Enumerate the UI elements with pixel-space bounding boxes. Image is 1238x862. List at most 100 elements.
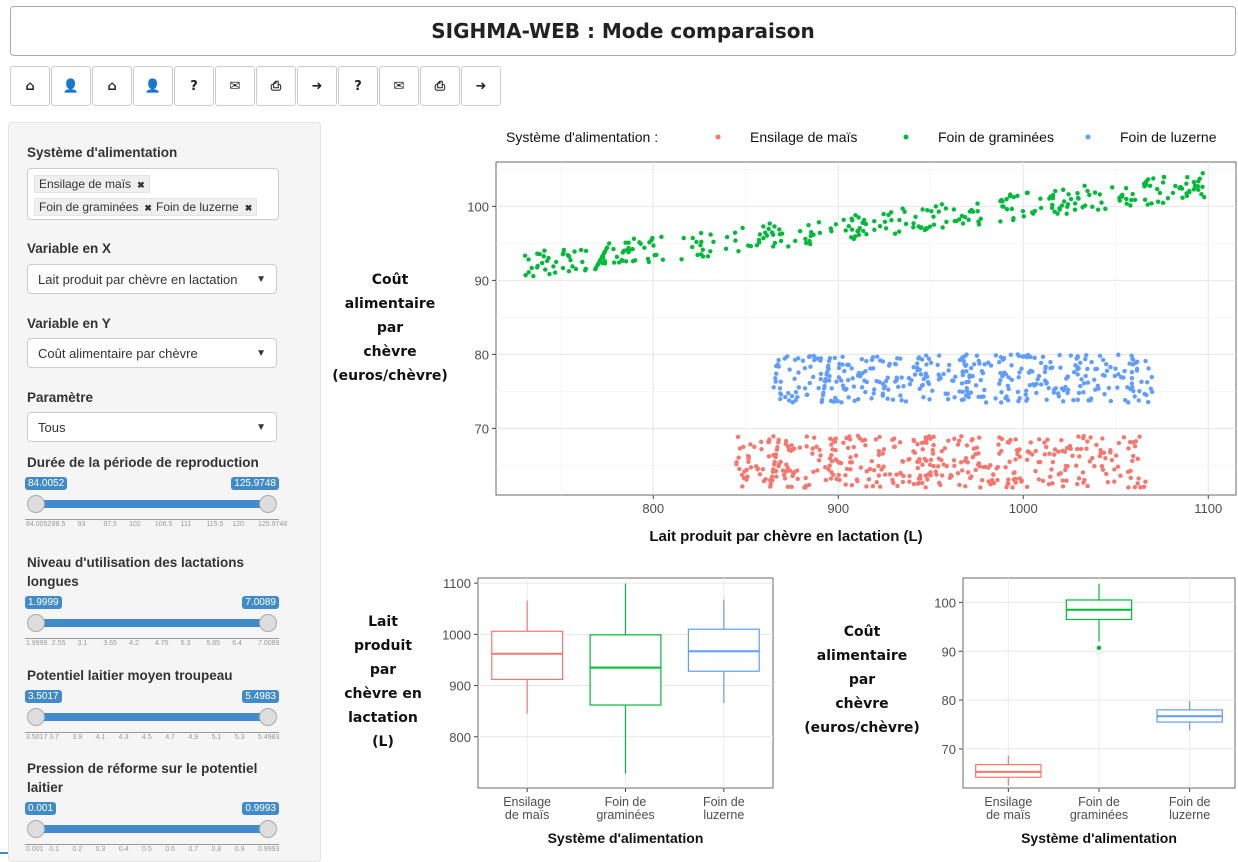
- data-point: [877, 434, 882, 440]
- systeme-multiselect[interactable]: Ensilage de maïs ✖ Foin de graminées ✖ Foi…: [27, 168, 279, 220]
- data-point: [1057, 206, 1062, 211]
- data-point: [1142, 197, 1148, 202]
- data-point: [882, 472, 888, 477]
- data-point: [606, 241, 612, 246]
- var-y-select[interactable]: Coût alimentaire par chèvre ▼: [27, 338, 277, 368]
- toolbar-button-help[interactable]: ?: [338, 66, 378, 106]
- range-slider[interactable]: 84.0052 125.9748 84.0052 88.5 93 97.5 102 106.5…: [25, 477, 287, 537]
- toolbar-button-home[interactable]: ⌂: [10, 66, 50, 106]
- data-point: [939, 202, 945, 207]
- data-point: [767, 221, 772, 226]
- data-point: [849, 366, 854, 371]
- data-point: [1084, 352, 1089, 358]
- remove-icon[interactable]: ✖: [137, 180, 145, 190]
- data-point: [523, 273, 528, 278]
- data-point: [1126, 400, 1131, 405]
- toolbar-button-envelope[interactable]: ✉: [379, 66, 419, 106]
- toolbar-button-user[interactable]: 👤: [133, 66, 173, 106]
- data-point: [911, 221, 916, 226]
- data-point: [849, 227, 855, 232]
- data-point: [1102, 391, 1107, 397]
- data-point: [1023, 392, 1028, 397]
- data-point: [981, 464, 986, 470]
- slider-handle-max[interactable]: [259, 708, 277, 726]
- toolbar-button-print[interactable]: ⎙: [420, 66, 460, 106]
- data-point: [930, 447, 935, 453]
- data-point: [1142, 184, 1147, 189]
- data-point: [1049, 205, 1055, 211]
- series-1: [522, 171, 1207, 279]
- data-point: [999, 389, 1004, 395]
- sign-out-icon: ➜: [311, 78, 323, 94]
- toolbar-button-print[interactable]: ⎙: [256, 66, 296, 106]
- data-point: [923, 485, 928, 490]
- slider-bar[interactable]: [37, 500, 267, 508]
- toolbar-button-home[interactable]: ⌂: [92, 66, 132, 106]
- data-point: [772, 224, 777, 229]
- toolbar-button-help[interactable]: ?: [174, 66, 214, 106]
- slider-bar[interactable]: [37, 619, 267, 627]
- user-icon: 👤: [144, 78, 162, 94]
- x-axis-title: Système d'alimentation: [548, 830, 704, 846]
- data-point: [811, 469, 816, 475]
- slider-tick-label: 125.9748: [258, 521, 288, 528]
- tag-luzerne[interactable]: Foin de luzerne ✖: [151, 198, 258, 216]
- data-point: [1019, 366, 1024, 371]
- range-slider[interactable]: 3.5017 5.4983 3.5017 3.7 3.9 4.1 4.3 4.5 4.7 4.9 5…: [25, 690, 279, 750]
- data-point: [960, 369, 966, 374]
- data-point: [1124, 196, 1129, 202]
- remove-icon[interactable]: ✖: [144, 203, 152, 213]
- remove-icon[interactable]: ✖: [244, 203, 253, 213]
- toolbar-button-sign-out[interactable]: ➜: [461, 66, 501, 106]
- slider-tick-label: 88.5: [51, 521, 66, 528]
- data-point: [1127, 439, 1133, 445]
- slider-handle-min[interactable]: [27, 495, 45, 513]
- data-point: [1006, 481, 1011, 486]
- slider-handle-max[interactable]: [259, 495, 277, 513]
- data-point: [957, 389, 962, 394]
- data-point: [1124, 201, 1129, 206]
- slider-handle-min[interactable]: [27, 820, 45, 838]
- tag-ensilage[interactable]: Ensilage de maïs ✖: [34, 175, 150, 193]
- slider-handle-min[interactable]: [27, 708, 45, 726]
- data-point: [944, 463, 950, 469]
- var-x-select[interactable]: Lait produit par chèvre en lactation ▼: [27, 264, 277, 294]
- box: [687, 628, 760, 672]
- toolbar-button-sign-out[interactable]: ➜: [297, 66, 337, 106]
- toolbar-button-envelope[interactable]: ✉: [215, 66, 255, 106]
- data-point: [1000, 357, 1006, 362]
- slider-bar[interactable]: [37, 825, 267, 833]
- data-point: [1009, 206, 1015, 212]
- data-point: [877, 379, 882, 385]
- data-point: [783, 394, 788, 400]
- data-point: [1178, 185, 1183, 190]
- slider-handle-max[interactable]: [259, 614, 277, 632]
- data-point: [630, 246, 635, 252]
- data-point: [864, 469, 869, 474]
- data-point: [806, 222, 811, 228]
- app-title-bar: SIGHMA-WEB : Mode comparaison: [10, 6, 1236, 56]
- data-point: [1149, 374, 1154, 380]
- data-point: [856, 232, 862, 237]
- parametre-select[interactable]: Tous ▼: [27, 412, 277, 442]
- range-slider[interactable]: 1.9999 7.0089 1.9999 2.55 3.1 3.65 4.2 4.75 5.3 5…: [25, 596, 279, 656]
- tag-graminees[interactable]: Foin de graminées ✖: [34, 198, 157, 216]
- slider-min-value: 3.5017: [25, 690, 62, 703]
- data-point: [1103, 206, 1108, 211]
- data-point: [1004, 207, 1010, 212]
- data-point: [831, 438, 836, 443]
- data-point: [1075, 397, 1081, 402]
- slider-bar[interactable]: [37, 713, 267, 721]
- data-point: [920, 382, 925, 388]
- data-point: [849, 482, 855, 488]
- user-icon: 👤: [62, 78, 80, 94]
- range-slider[interactable]: 0.001 0.9993 0.001 0.1 0.2 0.3 0.4 0.5 0.6 0.7 0.8…: [25, 802, 279, 862]
- data-point: [1063, 467, 1068, 473]
- toolbar-button-user[interactable]: 👤: [51, 66, 91, 106]
- axis-title-line: alimentaire: [816, 648, 908, 664]
- data-point: [857, 225, 862, 231]
- slider-handle-min[interactable]: [27, 614, 45, 632]
- slider-handle-max[interactable]: [259, 820, 277, 838]
- data-point: [803, 485, 808, 490]
- data-point: [1149, 201, 1154, 206]
